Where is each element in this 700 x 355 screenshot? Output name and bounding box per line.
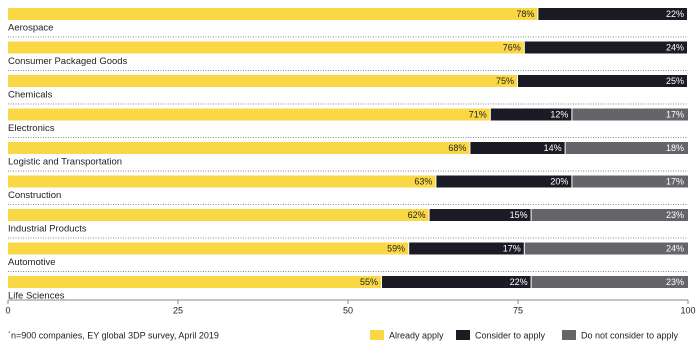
value-label: 20% [550, 176, 568, 186]
category-label: Automotive [8, 257, 56, 268]
bar-segment [8, 175, 436, 188]
value-label: 17% [666, 176, 684, 186]
value-label: 63% [414, 176, 432, 186]
value-label: 24% [666, 243, 684, 253]
value-label: 68% [448, 143, 466, 153]
bar-segment [8, 242, 409, 255]
bar-segment [518, 75, 687, 87]
bar-segment [8, 276, 381, 288]
value-label: 76% [503, 42, 521, 52]
value-label: 15% [510, 210, 528, 220]
legend-swatch [562, 330, 576, 340]
value-label: 22% [666, 9, 684, 19]
bar-segment [8, 8, 538, 20]
bar-segment [572, 175, 688, 188]
bar-segment [8, 108, 490, 121]
bar-segment [8, 142, 470, 154]
footnote: ´n=900 companies, EY global 3DP survey, … [8, 330, 219, 340]
bar-segment [429, 209, 531, 221]
category-label: Electronics [8, 123, 55, 134]
category-label: Logistic and Transportation [8, 157, 122, 168]
legend-label: Already apply [389, 330, 444, 340]
category-label: Aerospace [8, 23, 53, 34]
bar-segment [538, 8, 687, 20]
category-label: Chemicals [8, 90, 53, 101]
value-label: 17% [503, 243, 521, 253]
value-label: 14% [544, 143, 562, 153]
x-tick-label: 50 [343, 305, 353, 315]
bar-segment [565, 142, 688, 154]
value-label: 75% [496, 76, 514, 86]
value-label: 25% [666, 76, 684, 86]
value-label: 71% [469, 109, 487, 119]
bar-segment [490, 108, 572, 121]
value-label: 24% [666, 42, 684, 52]
x-tick-label: 25 [173, 305, 183, 315]
bar-segment [8, 209, 429, 221]
bar-segment [531, 209, 688, 221]
bar-segment [8, 75, 517, 87]
bar-segment [572, 108, 688, 121]
category-label: Consumer Packaged Goods [8, 56, 128, 67]
legend-label: Consider to apply [475, 330, 546, 340]
bar-segment [531, 276, 688, 288]
category-label: Industrial Products [8, 224, 87, 235]
legend-swatch [370, 330, 384, 340]
bar-segment [470, 142, 565, 154]
x-tick-label: 0 [5, 305, 10, 315]
bar-segment [382, 276, 531, 288]
bar-segment [8, 41, 524, 54]
value-label: 23% [666, 210, 684, 220]
value-label: 55% [360, 277, 378, 287]
bar-segment [524, 242, 688, 255]
x-tick-label: 100 [680, 305, 695, 315]
legend-swatch [456, 330, 470, 340]
value-label: 22% [510, 277, 528, 287]
value-label: 23% [666, 277, 684, 287]
value-label: 12% [550, 109, 568, 119]
value-label: 78% [516, 9, 534, 19]
value-label: 18% [666, 143, 684, 153]
value-label: 17% [666, 109, 684, 119]
bar-segment [409, 242, 524, 255]
x-tick-label: 75 [513, 305, 523, 315]
value-label: 62% [408, 210, 426, 220]
category-label: Construction [8, 190, 61, 201]
legend-label: Do not consider to apply [581, 330, 679, 340]
bar-segment [436, 175, 572, 188]
category-label: Life Sciences [8, 291, 65, 302]
bar-segment [524, 41, 687, 54]
value-label: 59% [387, 243, 405, 253]
